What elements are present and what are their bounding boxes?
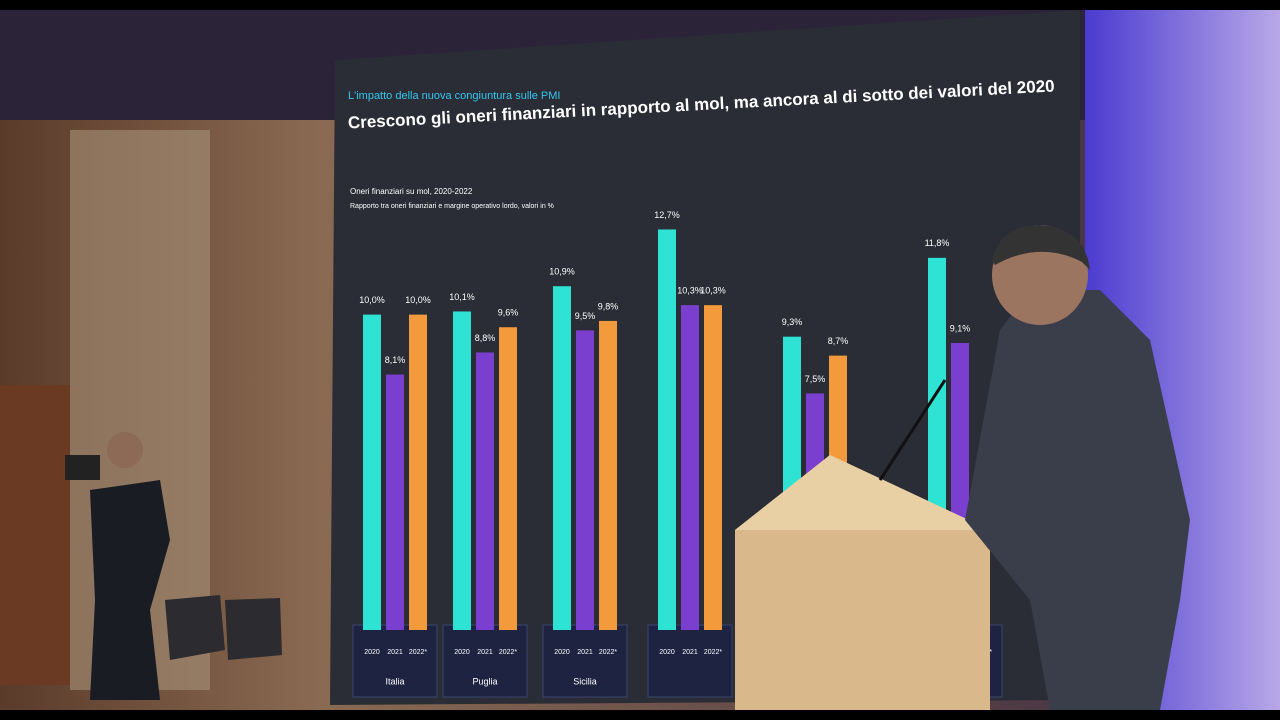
door — [0, 385, 70, 685]
value-label: 9,8% — [598, 301, 619, 311]
frame-top — [0, 0, 1280, 10]
value-label: 12,7% — [654, 210, 680, 220]
x-tick-label: Sicilia — [573, 676, 597, 686]
bar — [681, 305, 699, 630]
chart-note: Rapporto tra oneri finanziari e margine … — [350, 203, 554, 210]
axis-band — [442, 624, 528, 698]
bar-year-label: 2021 — [577, 649, 593, 656]
value-label: 8,7% — [828, 336, 849, 346]
bar-year-label: 2022* — [499, 649, 518, 656]
value-label: 10,3% — [700, 286, 726, 296]
bar — [363, 314, 381, 630]
value-label: 10,3% — [677, 286, 703, 296]
value-label: 9,1% — [950, 323, 971, 333]
speaker-hair — [992, 225, 1090, 270]
value-label: 9,6% — [498, 308, 519, 318]
podium-top — [735, 455, 990, 530]
bar — [476, 352, 494, 630]
chart-kicker: L'impatto della nuova congiuntura sulle … — [348, 90, 560, 102]
bar-year-label: 2021 — [387, 649, 403, 656]
x-tick-label: Puglia — [472, 676, 497, 686]
bar-year-label: 2021 — [682, 649, 698, 656]
bar-year-label: 2022* — [704, 649, 723, 656]
value-label: 8,8% — [475, 333, 496, 343]
video-camera — [65, 455, 100, 480]
bar — [386, 374, 404, 630]
value-label: 10,9% — [549, 267, 575, 277]
foreground — [65, 225, 1190, 710]
value-label: 8,1% — [385, 355, 406, 365]
value-label: 10,0% — [405, 295, 431, 305]
camera-operator — [90, 480, 170, 700]
bar-year-label: 2020 — [364, 649, 380, 656]
bar-year-label: 2021 — [477, 649, 493, 656]
bar — [499, 327, 517, 630]
bar-year-label: 2020 — [554, 649, 570, 656]
axis-band — [647, 624, 733, 698]
microphone — [878, 379, 947, 481]
camera-operator-head — [107, 432, 143, 468]
bar — [576, 330, 594, 630]
value-label: 9,3% — [782, 317, 803, 327]
value-label: 11,8% — [925, 238, 950, 248]
bar-year-label: 2022* — [409, 649, 428, 656]
value-label: 7,5% — [805, 374, 826, 384]
bar — [704, 305, 722, 630]
bar — [453, 311, 471, 630]
speaker-body — [965, 290, 1190, 710]
axis-band — [542, 624, 628, 698]
bar-year-label: 2022* — [599, 649, 618, 656]
bar — [553, 286, 571, 630]
value-label: 9,5% — [575, 311, 596, 321]
bar-year-label: 2020 — [454, 649, 470, 656]
frame-bottom — [0, 710, 1280, 720]
bar-year-label: 2020 — [659, 649, 675, 656]
value-label: 10,1% — [449, 292, 475, 302]
bar — [599, 320, 617, 630]
x-tick-label: Italia — [385, 676, 404, 686]
value-label: 10,0% — [359, 295, 385, 305]
chairs — [165, 595, 282, 660]
bar — [658, 229, 676, 630]
bar — [409, 314, 427, 630]
chart-subtitle: Oneri finanziari su mol, 2020-2022 — [350, 187, 473, 196]
